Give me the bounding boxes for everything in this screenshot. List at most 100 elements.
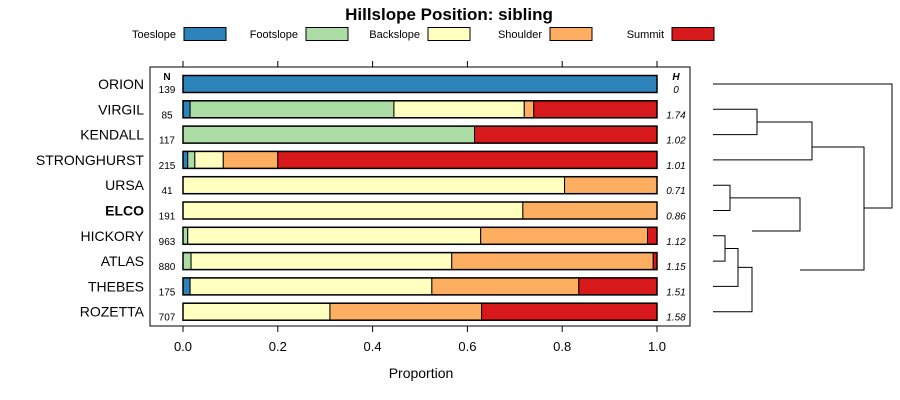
bar-outline [182,302,658,321]
bar-row-orion [182,74,658,94]
bar-segment-backslope [393,100,525,119]
bar-row-elco [182,201,658,220]
legend-item-footslope: Footslope [250,27,349,41]
bar-row-atlas [182,251,658,271]
row-labels: ORION VIRGIL KENDALL STRONGHURST URSA ELCO HIC… [36,76,145,320]
dendrogram-branch [730,197,801,232]
dendrogram-branch [713,266,753,313]
n-value: 215 [159,161,176,172]
bar-segment-summit [474,125,658,144]
bar-row-stronghurst [182,150,658,170]
bar-segment-summit [481,302,658,321]
bar-segment-toeslope [182,100,191,119]
bar-segment-backslope [189,277,433,296]
h-value: 1.15 [666,262,686,273]
bar-row-virgil [182,100,658,119]
h-column: H 0 1.74 1.02 1.01 0.71 0.86 1.12 1.15 1.51 1.58 [666,72,686,324]
dendrogram-branch [800,146,865,271]
h-value: 0 [673,85,679,96]
bar-segment-footslope [182,125,476,144]
n-header: N [163,72,170,83]
bar-segment-toeslope [182,277,191,296]
bar-segment-shoulder [222,150,279,169]
n-value: 85 [161,110,173,121]
n-value: 880 [159,262,176,273]
legend-item-summit: Summit [627,27,715,41]
bar-segment-backslope [190,252,453,271]
bar-outline [182,150,658,170]
legend-item-toeslope: Toeslope [132,27,227,41]
bar-segment-toeslope [182,75,658,93]
legend-swatch [305,27,349,41]
row-label-stronghurst: STRONGHURST [36,152,145,168]
legend-label: Shoulder [498,29,542,41]
n-value: 175 [159,287,176,298]
n-column: N 139 85 117 215 41 191 963 880 175 707 [159,72,176,324]
x-tick-label: 0.6 [458,339,476,354]
bar-segment-backslope [182,176,566,195]
bar-segment-footslope [187,150,196,169]
bar-segment-backslope [182,201,524,220]
legend-swatch [549,27,593,41]
bar-outline [182,277,658,296]
row-label-orion: ORION [98,76,144,92]
dendrogram [713,83,893,313]
row-label-rozetta: ROZETTA [80,304,145,320]
legend-label: Backslope [369,29,420,41]
row-label-virgil: VIRGIL [98,101,144,117]
x-tick-label: 0.8 [553,339,571,354]
bar-outline [182,226,658,246]
n-value: 191 [159,212,176,223]
bar-outline [182,251,658,271]
legend-item-backslope: Backslope [369,27,471,41]
bar-segment-backslope [187,226,482,245]
bar-row-hickory [182,226,658,246]
bar-segment-summit [578,277,658,296]
bar-row-thebes [182,277,658,296]
bar-segment-shoulder [523,100,535,119]
legend-swatch [427,27,471,41]
bar-segment-shoulder [451,252,654,271]
bar-row-kendall [182,125,658,144]
legend-item-shoulder: Shoulder [498,27,593,41]
bar-segment-shoulder [480,226,649,245]
h-value: 1.51 [666,287,685,298]
n-value: 707 [159,313,176,324]
h-value: 1.74 [666,110,686,121]
bar-segment-summit [533,100,658,119]
legend-label: Summit [627,29,664,41]
bar-segment-shoulder [522,201,658,220]
bar-outline [182,74,658,94]
bar-outline [182,175,658,195]
legend-label: Footslope [250,29,298,41]
x-axis: 0.0 0.2 0.4 0.6 0.8 1.0 [174,61,666,354]
n-value: 117 [159,136,175,147]
legend-swatch [183,27,227,41]
dendrogram-branch [713,83,893,209]
legend-swatch [671,27,715,41]
bar-row-ursa [182,175,658,195]
dendrogram-branch [713,121,813,161]
x-tick-label: 0.0 [174,339,192,354]
h-value: 0.86 [666,212,686,223]
bar-segment-shoulder [564,176,658,195]
bar-outline [182,201,658,220]
bar-outline [182,100,658,119]
bar-segment-backslope [194,150,224,169]
n-value: 139 [159,85,176,96]
bar-segment-backslope [182,302,331,321]
bar-segment-footslope [189,100,395,119]
row-label-kendall: KENDALL [80,127,144,143]
h-value: 1.01 [666,161,685,172]
row-label-hickory: HICKORY [80,228,144,244]
plot-panel [149,66,691,327]
row-label-atlas: ATLAS [101,253,144,269]
bar-segment-footslope [182,252,192,271]
dendrogram-branch [713,184,731,211]
x-tick-label: 0.4 [364,339,382,354]
row-label-ursa: URSA [105,177,145,193]
x-tick-label: 0.2 [269,339,287,354]
chart-title: Hillslope Position: sibling [345,5,553,24]
n-value: 963 [159,237,176,248]
